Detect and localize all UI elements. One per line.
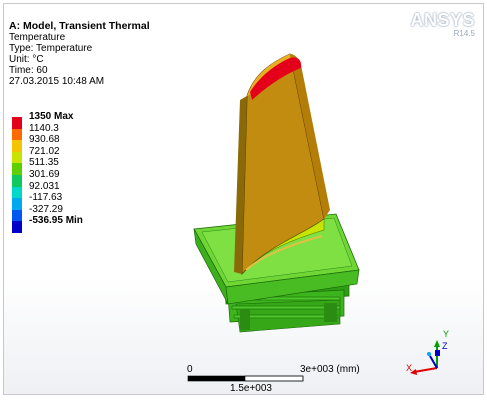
blade-airfoil [234, 53, 330, 276]
triad-x-label: X [406, 363, 413, 373]
legend-swatch [12, 163, 22, 175]
model-render[interactable] [4, 4, 484, 395]
legend-label[interactable]: 511.35 [29, 157, 59, 169]
result-type: Type: Temperature [9, 43, 93, 54]
legend-swatch [12, 117, 22, 129]
legend-label[interactable]: 92.031 [29, 180, 60, 192]
scale-end-label: 3e+003 (mm) [300, 364, 360, 375]
result-date: 27.03.2015 10:48 AM [9, 76, 105, 87]
result-name: Temperature [9, 32, 66, 43]
legend-label[interactable]: -536.95 Min [29, 215, 83, 227]
result-info: A: Model, Transient Thermal Temperature … [9, 20, 150, 88]
legend-label[interactable]: 301.69 [29, 168, 60, 180]
result-time: Time: 60 [9, 65, 48, 76]
legend-swatch [12, 128, 22, 141]
legend-swatch [12, 151, 22, 164]
triad-z-label: Z [442, 341, 448, 351]
legend-label[interactable]: 1140.3 [29, 122, 59, 134]
scale-bar [187, 375, 304, 382]
legend-swatch [12, 221, 22, 233]
legend-label[interactable]: 930.68 [29, 134, 60, 146]
legend-label[interactable]: -327.29 [29, 203, 63, 215]
legend-label[interactable]: 721.02 [29, 145, 60, 157]
ansys-logo: ANSYS R14.5 [410, 10, 475, 38]
result-unit: Unit: °C [9, 54, 44, 65]
scale-start-label: 0 [187, 364, 193, 375]
legend-label[interactable]: 1350 Max [29, 111, 74, 122]
graphics-viewport[interactable]: A: Model, Transient Thermal Temperature … [3, 3, 484, 395]
result-title: A: Model, Transient Thermal [9, 20, 150, 32]
legend-swatch [12, 140, 22, 152]
logo-brand: ANSYS [410, 10, 475, 30]
logo-version: R14.5 [453, 29, 475, 38]
triad-y-label: Y [443, 329, 450, 339]
legend-label[interactable]: -117.63 [29, 192, 63, 204]
legend-swatch [12, 186, 22, 199]
scale-mid-label: 1.5e+003 [230, 383, 272, 394]
legend-swatch [12, 174, 22, 187]
coordinate-triad [410, 340, 440, 375]
legend-swatch [12, 209, 22, 222]
legend-swatch [12, 198, 22, 210]
